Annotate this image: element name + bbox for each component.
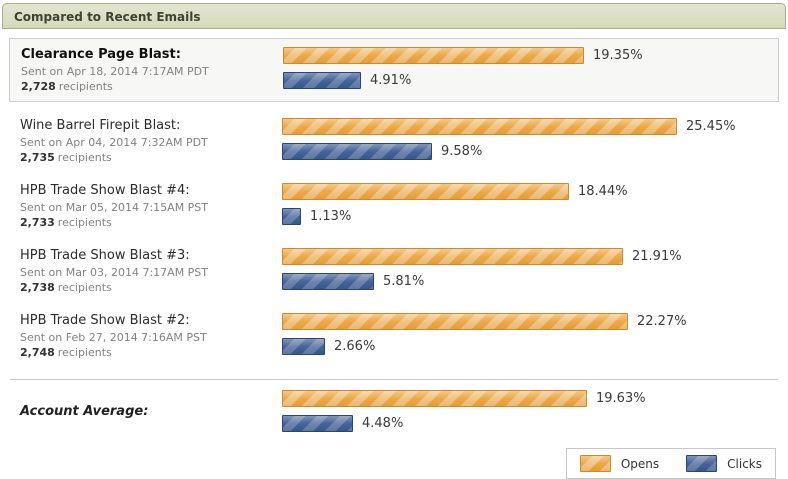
- account-opens-bar: [282, 390, 587, 407]
- recipients-label: recipients: [57, 151, 112, 164]
- email-recipients: 2,748 recipients: [20, 346, 282, 359]
- highlighted-row-box: Clearance Page Blast: Sent on Apr 18, 20…: [9, 38, 779, 102]
- email-title: HPB Trade Show Blast #2:: [20, 313, 190, 328]
- compared-to-recent-emails-panel: Compared to Recent Emails Clearance Page…: [0, 3, 788, 479]
- email-title: HPB Trade Show Blast #4:: [20, 183, 190, 198]
- recipients-label: recipients: [57, 281, 112, 294]
- clicks-bar: [282, 208, 301, 225]
- email-row: Clearance Page Blast: Sent on Apr 18, 20…: [10, 39, 778, 101]
- account-average-divider: [10, 379, 778, 380]
- email-recipients: 2,728 recipients: [21, 80, 283, 93]
- opens-value: 21.91%: [632, 249, 682, 264]
- panel-title: Compared to Recent Emails: [14, 10, 201, 24]
- clicks-bar: [282, 143, 432, 160]
- email-rows: Clearance Page Blast: Sent on Apr 18, 20…: [9, 38, 779, 369]
- opens-value: 19.35%: [593, 48, 643, 63]
- opens-bar: [282, 183, 569, 200]
- recipients-label: recipients: [58, 80, 113, 93]
- email-recipients: 2,738 recipients: [20, 281, 282, 294]
- email-sent-date: Sent on Mar 05, 2014 7:15AM PST: [20, 201, 209, 214]
- email-title: HPB Trade Show Blast #3:: [20, 248, 190, 263]
- clicks-value: 5.81%: [383, 274, 425, 289]
- email-title: Wine Barrel Firepit Blast:: [20, 118, 181, 133]
- account-average-label: Account Average:: [20, 403, 149, 419]
- email-title: Clearance Page Blast:: [21, 47, 181, 62]
- recipients-count: 2,728: [21, 80, 56, 93]
- account-average-row: Account Average: 19.63% 4.48%: [9, 380, 779, 440]
- opens-bar: [283, 47, 584, 64]
- email-sent-date: Sent on Feb 27, 2014 7:16AM PST: [20, 331, 207, 344]
- email-recipients: 2,733 recipients: [20, 216, 282, 229]
- panel-content: Clearance Page Blast: Sent on Apr 18, 20…: [0, 38, 788, 479]
- recipients-label: recipients: [57, 346, 112, 359]
- recipients-count: 2,735: [20, 151, 55, 164]
- clicks-value: 2.66%: [334, 339, 376, 354]
- email-row: HPB Trade Show Blast #2: Sent on Feb 27,…: [9, 304, 779, 369]
- clicks-bar: [283, 72, 361, 89]
- email-sent-date: Sent on Apr 18, 2014 7:17AM PDT: [21, 65, 209, 78]
- recipients-label: recipients: [57, 216, 112, 229]
- recipients-count: 2,738: [20, 281, 55, 294]
- clicks-bar: [282, 338, 325, 355]
- email-row: HPB Trade Show Blast #4: Sent on Mar 05,…: [9, 174, 779, 239]
- clicks-bar: [282, 273, 374, 290]
- opens-bar: [282, 118, 677, 135]
- email-sent-date: Sent on Mar 03, 2014 7:17AM PST: [20, 266, 209, 279]
- clicks-value: 1.13%: [310, 209, 352, 224]
- opens-value: 25.45%: [686, 119, 736, 134]
- panel-header: Compared to Recent Emails: [2, 3, 786, 29]
- email-sent-date: Sent on Apr 04, 2014 7:32AM PDT: [20, 136, 208, 149]
- account-clicks-value: 4.48%: [362, 416, 404, 431]
- email-row: HPB Trade Show Blast #3: Sent on Mar 03,…: [9, 239, 779, 304]
- clicks-value: 4.91%: [370, 73, 412, 88]
- account-clicks-bar: [282, 415, 353, 432]
- opens-bar: [282, 248, 623, 265]
- opens-bar: [282, 313, 628, 330]
- opens-value: 22.27%: [637, 314, 687, 329]
- recipients-count: 2,748: [20, 346, 55, 359]
- account-opens-value: 19.63%: [596, 391, 646, 406]
- opens-value: 18.44%: [578, 184, 628, 199]
- clicks-value: 9.58%: [441, 144, 483, 159]
- recipients-count: 2,733: [20, 216, 55, 229]
- email-row: Wine Barrel Firepit Blast: Sent on Apr 0…: [9, 109, 779, 174]
- email-recipients: 2,735 recipients: [20, 151, 282, 164]
